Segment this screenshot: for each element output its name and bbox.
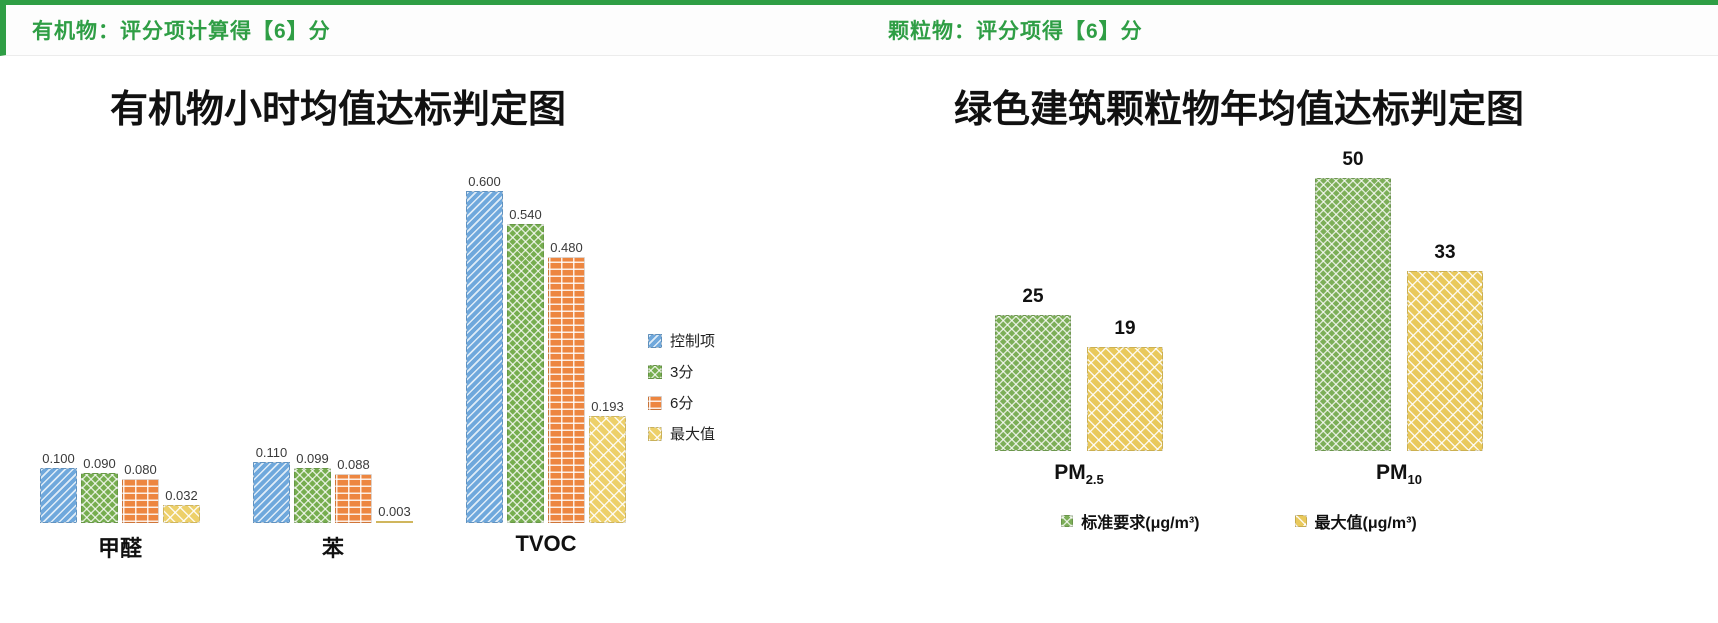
- bar-value-label: 0.600: [468, 173, 501, 189]
- diagonal-brick-legend-marker-icon: [1294, 515, 1307, 527]
- bar-with-label: 0.080: [122, 462, 159, 523]
- score-header: 有机物：评分项计算得【6】分 颗粒物：评分项得【6】分: [0, 0, 1718, 56]
- bar-value-label: 50: [1342, 149, 1364, 171]
- legend-label: 控制项: [670, 333, 716, 350]
- category-label: 甲醛: [97, 536, 142, 561]
- organics-chart: 有机物小时均值达标判定图 0.100 0.090 0.080 0.032 甲醛 0.110…: [0, 78, 790, 561]
- bar-with-label: 50: [1315, 149, 1391, 451]
- bar-cluster: 0.100 0.090 0.080 0.032: [40, 451, 200, 523]
- bar: [507, 223, 544, 523]
- legend-label: 标准要求(μg/m³): [1081, 515, 1200, 532]
- category-label: TVOC: [515, 531, 577, 556]
- particulates-chart: 绿色建筑颗粒物年均值达标判定图 25 19 PM2.5 50 33 PM10 标准要求(μ…: [790, 78, 1718, 559]
- bar-group: 0.110 0.099 0.088 0.003 苯: [253, 445, 413, 561]
- legend-label: 6分: [670, 395, 694, 412]
- bar-with-label: 0.110: [253, 445, 290, 523]
- bar-value-label: 0.003: [378, 504, 411, 519]
- category-label: PM2.5: [1054, 461, 1104, 488]
- bar-group: 0.600 0.540 0.480 0.193 TVOC: [466, 174, 626, 559]
- bar-value-label: 0.110: [255, 445, 288, 461]
- legend-label: 最大值: [670, 426, 716, 443]
- bar-cluster: 0.600 0.540 0.480 0.193: [466, 174, 626, 523]
- bar-value-label: 25: [1022, 285, 1044, 307]
- bar: [1315, 178, 1391, 451]
- bar-group: 25 19 PM2.5: [995, 286, 1163, 489]
- bar: [122, 478, 159, 523]
- bar-value-label: 0.032: [165, 488, 198, 504]
- bar-cluster: 0.110 0.099 0.088 0.003: [253, 445, 413, 523]
- legend-label: 3分: [670, 364, 694, 381]
- bar-with-label: 25: [995, 286, 1071, 451]
- bar: [466, 190, 503, 523]
- bar-value-label: 0.080: [124, 461, 157, 477]
- legend-item: 3分: [648, 361, 715, 382]
- bar-with-label: 0.100: [40, 451, 77, 523]
- bar: [548, 257, 585, 523]
- bar-group: 0.100 0.090 0.080 0.032 甲醛: [40, 451, 200, 561]
- bar-with-label: 0.193: [589, 399, 626, 523]
- particulates-chart-title: 绿色建筑颗粒物年均值达标判定图: [953, 89, 1524, 131]
- bar-with-label: 0.540: [507, 207, 544, 523]
- diagonal-legend-marker-icon: [648, 333, 662, 348]
- bar-with-label: 0.090: [81, 456, 118, 523]
- bar-with-label: 33: [1407, 242, 1483, 451]
- bar-cluster: 50 33: [1315, 149, 1483, 451]
- organics-chart-legend: 控制项 3分 6分最大值: [648, 330, 715, 444]
- legend-item: 控制项: [648, 330, 715, 351]
- bar-value-label: 19: [1114, 318, 1136, 340]
- bar: [163, 505, 200, 523]
- bar-with-label: 0.600: [466, 174, 503, 523]
- bar-value-label: 0.100: [42, 450, 75, 466]
- bar-value-label: 33: [1434, 242, 1456, 263]
- category-label: PM10: [1376, 461, 1422, 488]
- bar-group: 50 33 PM10: [1315, 149, 1483, 489]
- particulates-score-text: 颗粒物：评分项得【6】分: [888, 20, 1143, 43]
- legend-item: 最大值(μg/m³): [1294, 509, 1417, 533]
- legend-item: 6分: [648, 392, 715, 413]
- bar: [294, 468, 331, 523]
- bar-value-label: 0.480: [550, 240, 583, 256]
- bar-value-label: 0.088: [337, 457, 370, 473]
- particulates-chart-legend: 标准要求(μg/m³) 最大值(μg/m³): [790, 509, 1688, 533]
- bar-with-label: 0.099: [294, 451, 331, 523]
- bar-with-label: 0.480: [548, 240, 585, 523]
- particulates-chart-plot: 25 19 PM2.5 50 33 PM10: [919, 139, 1559, 489]
- bar: [81, 473, 118, 523]
- diagonal-brick-legend-marker-icon: [648, 426, 662, 441]
- bar: [995, 314, 1071, 451]
- bar-with-label: 19: [1087, 318, 1163, 451]
- bar-with-label: 0.003: [376, 504, 413, 523]
- organics-score-text: 有机物：评分项计算得【6】分: [32, 20, 331, 43]
- bar-cluster: 25 19: [995, 286, 1163, 451]
- bar: [589, 416, 626, 523]
- charts-area: 有机物小时均值达标判定图 0.100 0.090 0.080 0.032 甲醛 0.110…: [0, 56, 1718, 561]
- organics-chart-plot: 0.100 0.090 0.080 0.032 甲醛 0.110 0.099 0.088 0.0…: [28, 139, 638, 561]
- bar-value-label: 0.540: [509, 206, 542, 222]
- legend-label: 最大值(μg/m³): [1314, 515, 1417, 532]
- bar: [1087, 347, 1163, 451]
- bar-value-label: 0.099: [296, 451, 329, 467]
- bar: [40, 467, 77, 523]
- bar-value-label: 0.090: [83, 456, 116, 472]
- bar-with-label: 0.088: [335, 457, 372, 523]
- crosshatch-legend-marker-icon: [648, 364, 662, 379]
- legend-item: 最大值: [648, 423, 715, 444]
- crosshatch-legend-marker-icon: [1061, 515, 1074, 527]
- legend-item: 标准要求(μg/m³): [1061, 509, 1200, 533]
- bar-value-label: 0.193: [591, 399, 624, 415]
- bar: [253, 462, 290, 523]
- bar-with-label: 0.032: [163, 488, 200, 523]
- bar: [335, 474, 372, 523]
- category-label: 苯: [321, 536, 344, 561]
- bar: [376, 521, 413, 523]
- organics-chart-title: 有机物小时均值达标判定图: [109, 89, 566, 131]
- bar: [1407, 271, 1483, 451]
- brick-legend-marker-icon: [648, 395, 662, 410]
